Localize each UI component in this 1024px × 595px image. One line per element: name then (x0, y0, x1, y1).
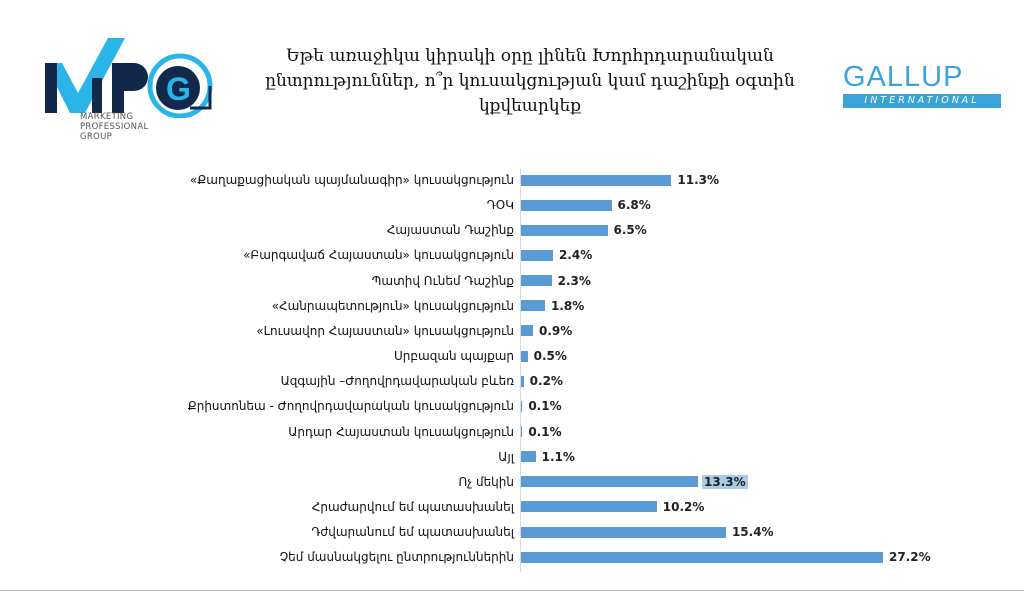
chart-title: Եթե առաջիկա կիրակի օրը լինեն Խորհրդարանա… (265, 46, 795, 116)
category-label: Այլ (498, 449, 514, 464)
data-label: 0.1% (528, 399, 562, 414)
category-label: Դժվարանում եմ պատասխանել (311, 525, 514, 540)
data-label: 15.4% (731, 525, 774, 540)
bar (521, 451, 536, 463)
category-label: «Բարգավաճ Հայաստան» կուսակցություն (243, 248, 514, 263)
mpg-logo: G (40, 38, 220, 148)
category-label: Ազգային –Ժողովրդավարական բևեռ (280, 374, 514, 389)
data-label: 10.2% (662, 499, 705, 514)
mpg-subtitle-line: PROFESSIONAL (80, 122, 149, 132)
category-label: Հրաժարվում եմ պատասխանել (311, 499, 514, 514)
bar (521, 199, 612, 211)
data-label: 27.2% (889, 550, 931, 565)
mpg-subtitle-line: MARKETING (80, 112, 134, 122)
mpg-logo-mark: G (45, 38, 213, 119)
bar (521, 300, 545, 312)
data-label: 6.8% (617, 198, 651, 213)
category-label: «Քաղաքացիական պայմանագիր» կուսակցություն (189, 173, 514, 187)
bar (521, 551, 883, 563)
data-label: 0.2% (529, 374, 563, 389)
svg-text:G: G (166, 71, 191, 107)
data-label: 0.1% (528, 424, 562, 439)
gallup-logo: GALLUP INTERNATIONAL (843, 62, 1001, 114)
category-label: «Հանրապետություն» կուսակցություն (271, 298, 514, 313)
bar (521, 275, 552, 287)
data-label: 13.3% (702, 474, 748, 489)
data-label: 1.1% (541, 449, 575, 464)
bar (521, 426, 523, 437)
bar (521, 224, 608, 236)
bar (521, 526, 726, 538)
bar (521, 249, 553, 261)
bar (521, 375, 524, 387)
data-label: 6.5% (613, 223, 647, 238)
data-label: 11.3% (677, 173, 720, 187)
data-label: 2.3% (557, 273, 591, 288)
bar (521, 400, 523, 412)
data-label: 0.5% (533, 349, 567, 364)
gallup-logo-subtitle: INTERNATIONAL (843, 94, 1001, 108)
category-label: Հայաստան Դաշինք (386, 223, 514, 238)
gallup-logo-text: GALLUP (843, 61, 964, 93)
category-label: Ոչ մեկին (458, 474, 514, 489)
category-label: Սրբազան պայքար (394, 349, 514, 364)
category-axis (520, 168, 521, 572)
data-label: 0.9% (538, 323, 573, 338)
bar (521, 501, 657, 513)
bar (521, 350, 528, 362)
data-label: 1.8% (550, 298, 585, 313)
category-label: «Լուսավոր Հայաստան» կուսակցություն (256, 323, 514, 338)
data-label: 2.4% (558, 248, 593, 263)
bar (521, 174, 672, 186)
category-label: Քրիստոնեա - Ժողովրդավարական կուսակցությո… (187, 399, 514, 414)
mpg-logo-subtitle: MARKETING PROFESSIONAL GROUP (80, 112, 148, 142)
mpg-subtitle-line: GROUP (80, 132, 113, 142)
bar (521, 476, 698, 488)
category-label: ԴՕԿ (486, 198, 514, 213)
bar (521, 325, 533, 337)
category-label: Արդար Հայաստան կուսակցություն (288, 424, 514, 439)
category-label: Պատիվ Ունեմ Դաշինք (371, 273, 514, 288)
bottom-divider (0, 590, 1024, 591)
category-label: Չեմ մասնակցելու ընտրություններին (279, 550, 514, 565)
